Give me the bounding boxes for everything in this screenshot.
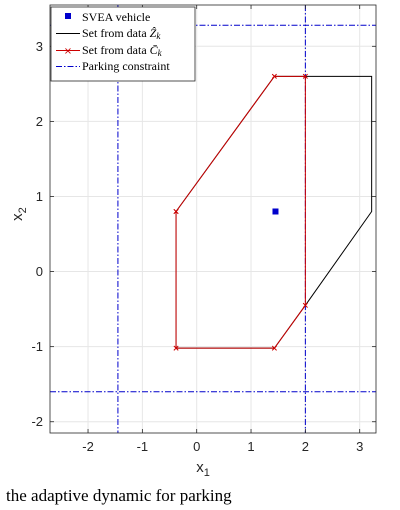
legend-label-z: Set from data Ẑk xyxy=(82,26,161,41)
series-2-marker-4 xyxy=(271,345,277,351)
y-tick-label-3: 1 xyxy=(36,189,43,204)
y-axis-label-subscript: 2 xyxy=(17,207,29,213)
series-2-marker-5 xyxy=(173,345,179,351)
y-axis-label: x2 xyxy=(9,207,29,221)
data-series xyxy=(173,73,373,351)
x-tick-label-3: 1 xyxy=(247,439,254,454)
x-tick-label-2: 0 xyxy=(193,439,200,454)
y-tick-label-5: 3 xyxy=(36,39,43,54)
series-2-marker-6 xyxy=(173,208,179,215)
legend: SVEA vehicle Set from data Ẑk × Set from… xyxy=(50,6,196,82)
y-tick-label-4: 2 xyxy=(36,114,43,129)
y-tick-label-0: -2 xyxy=(31,414,43,429)
x-axis-label-subscript: 1 xyxy=(204,467,210,479)
x-tick-label-4: 2 xyxy=(302,439,309,454)
legend-label-svea: SVEA vehicle xyxy=(82,10,150,24)
legend-marker-svea xyxy=(65,13,71,19)
x-axis-label: x1 xyxy=(196,459,210,479)
legend-label-c: Set from data C̄k xyxy=(82,43,163,58)
x-tick-label-5: 3 xyxy=(356,439,363,454)
y-tick-label-2: 0 xyxy=(36,264,43,279)
tick-labels: -2 -1 0 1 2 3 -2 -1 0 1 2 3 xyxy=(31,39,363,454)
series-2-marker-1 xyxy=(271,73,277,79)
series-2-marker-2 xyxy=(302,73,308,79)
y-tick-label-1: -1 xyxy=(31,339,43,354)
series-2-marker-3 xyxy=(302,302,308,308)
series-0-point-0 xyxy=(272,208,279,215)
legend-label-constraint: Parking constraint xyxy=(82,59,170,73)
legend-marker-c: × xyxy=(64,46,72,57)
x-tick-label-1: -1 xyxy=(137,439,149,454)
x-tick-label-0: -2 xyxy=(82,439,94,454)
axes-box xyxy=(49,4,377,434)
figure-caption: the adaptive dynamic for parking xyxy=(6,486,232,505)
axes xyxy=(49,4,377,434)
legend-box xyxy=(50,6,196,82)
